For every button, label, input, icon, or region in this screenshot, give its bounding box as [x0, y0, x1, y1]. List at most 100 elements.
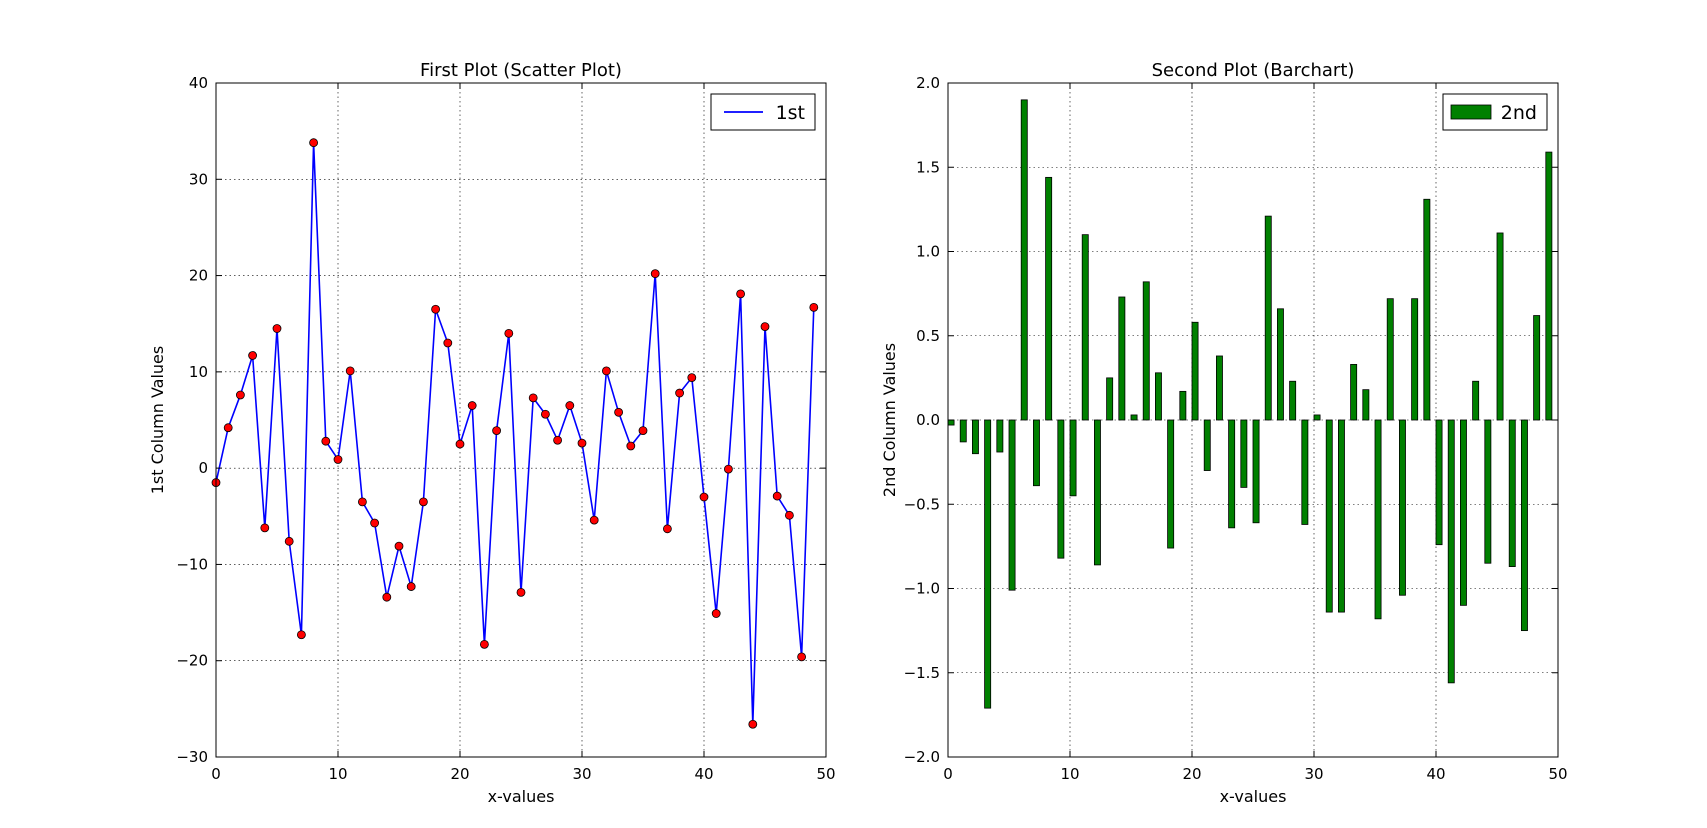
- scatter-plot-point-28: [553, 435, 562, 445]
- bar-chart-bar-5: [1008, 419, 1016, 591]
- bar-chart-bar-8: [1045, 176, 1053, 421]
- bar-chart-bar-1: [959, 419, 967, 443]
- bar-chart-bar-24: [1240, 419, 1248, 488]
- scatter-plot-legend-label: 1st: [776, 102, 805, 124]
- bar-chart-y-tick-label-3: −0.5: [904, 495, 940, 513]
- scatter-plot-point-22: [479, 639, 489, 649]
- bar-chart-bar-36: [1386, 298, 1394, 421]
- bar-chart-y-axis-label: 2nd Column Values: [880, 343, 899, 497]
- scatter-plot-point-16: [406, 582, 416, 591]
- scatter-plot-panel: 0 10 20 30 40 50 −30 −20 −10 0 10 20 30 40 First Plot…: [148, 60, 836, 806]
- scatter-plot-point-44: [748, 719, 758, 729]
- bar-chart-bar-29: [1301, 419, 1309, 525]
- scatter-plot-point-27: [541, 409, 550, 419]
- scatter-plot-point-2: [235, 390, 245, 400]
- bar-chart-y-tick-label-2: −1.0: [904, 580, 940, 598]
- scatter-plot-markers: [211, 138, 819, 729]
- bar-chart-bar-31: [1325, 419, 1333, 613]
- bar-chart-bar-17: [1155, 372, 1162, 421]
- bar-chart-bar-9: [1057, 419, 1065, 559]
- scatter-plot-y-tick-label-7: 40: [189, 74, 208, 92]
- bar-chart-title: Second Plot (Barchart): [1152, 60, 1355, 81]
- scatter-plot-point-9: [321, 436, 331, 446]
- bar-chart-bar-3: [984, 419, 992, 709]
- scatter-plot-point-45: [760, 322, 770, 332]
- bar-chart-bar-26: [1264, 215, 1272, 421]
- bar-chart-bar-32: [1338, 419, 1345, 613]
- scatter-plot-x-tick-label-2: 20: [450, 765, 469, 783]
- scatter-plot-point-26: [528, 393, 538, 403]
- scatter-plot-point-48: [797, 652, 806, 662]
- bar-chart-x-tick-label-0: 0: [943, 765, 953, 783]
- scatter-plot-point-37: [663, 524, 672, 534]
- bar-chart-bar-42: [1460, 419, 1467, 606]
- bar-chart-bar-6: [1020, 99, 1028, 421]
- scatter-plot-x-tick-label-5: 50: [816, 765, 835, 783]
- scatter-plot-y-axis-label: 1st Column Values: [148, 346, 167, 495]
- bar-chart-bar-49: [1545, 151, 1553, 421]
- scatter-plot-point-3: [248, 351, 258, 360]
- scatter-plot-point-15: [394, 541, 404, 551]
- bar-chart-bar-23: [1228, 419, 1236, 529]
- scatter-plot-x-tick-label-4: 40: [694, 765, 713, 783]
- bar-chart-bar-11: [1081, 234, 1089, 421]
- bar-chart-bar-21: [1203, 419, 1211, 471]
- scatter-plot-point-10: [333, 455, 343, 464]
- bar-chart-bar-34: [1362, 389, 1370, 421]
- bar-chart-bar-4: [996, 419, 1004, 453]
- bar-chart-y-tick-label-8: 2.0: [916, 74, 940, 92]
- bar-chart-bar-10: [1069, 419, 1077, 497]
- scatter-plot-point-46: [772, 491, 782, 501]
- bar-chart-bar-27: [1277, 308, 1284, 421]
- bar-chart-bar-16: [1142, 281, 1150, 421]
- bar-chart-bar-45: [1496, 232, 1504, 421]
- scatter-plot-point-36: [650, 269, 660, 279]
- bar-chart-bar-0: [947, 419, 955, 426]
- scatter-plot-point-33: [614, 407, 623, 417]
- bar-chart-bar-25: [1252, 419, 1260, 524]
- scatter-plot-y-tick-label-0: −30: [176, 748, 208, 766]
- bar-chart-bar-33: [1350, 363, 1358, 421]
- scatter-plot-frame: [215, 82, 827, 758]
- scatter-plot-x-tick-label-1: 10: [328, 765, 347, 783]
- scatter-plot-y-tick-label-2: −10: [176, 555, 208, 573]
- scatter-plot-series-line: [215, 141, 815, 726]
- bar-chart-bar-39: [1423, 198, 1431, 421]
- bar-chart-y-tick-label-1: −1.5: [904, 664, 940, 682]
- scatter-plot-point-18: [431, 304, 441, 314]
- scatter-plot-point-11: [345, 366, 355, 376]
- scatter-plot-point-5: [272, 324, 282, 333]
- scatter-plot-point-41: [711, 609, 721, 618]
- bar-chart-bar-20: [1191, 321, 1199, 421]
- scatter-plot-y-tick-label-3: 0: [198, 459, 208, 477]
- scatter-plot-point-47: [785, 510, 794, 520]
- bar-chart-bar-47: [1521, 419, 1528, 632]
- bar-chart-bar-7: [1033, 419, 1040, 487]
- scatter-plot-point-13: [370, 518, 380, 528]
- scatter-plot-y-tick-label-1: −20: [176, 652, 208, 670]
- scatter-plot-point-21: [467, 401, 477, 410]
- bar-chart-x-tick-label-3: 30: [1304, 765, 1323, 783]
- scatter-plot-point-30: [577, 438, 587, 448]
- bar-chart-panel: 0 10 20 30 40 50 −2.0 −1.5 −1.0 −0.5 0.0 0.5 1.0 1.5 2…: [880, 60, 1568, 806]
- scatter-plot-x-tick-label-3: 30: [572, 765, 591, 783]
- scatter-plot-legend: 1st: [710, 93, 816, 131]
- scatter-plot-point-14: [382, 592, 392, 602]
- scatter-plot-y-tick-label-4: 10: [189, 363, 208, 381]
- scatter-plot-point-1: [223, 423, 233, 433]
- bar-chart-bars: [947, 99, 1553, 709]
- bar-chart-legend: 2nd: [1442, 93, 1548, 131]
- bar-chart-legend-swatch: [1450, 104, 1492, 120]
- scatter-plot-point-34: [626, 441, 636, 451]
- bar-chart-x-tick-label-1: 10: [1060, 765, 1079, 783]
- scatter-plot-point-32: [602, 366, 611, 376]
- scatter-plot-x-axis-label: x-values: [488, 787, 555, 806]
- bar-chart-bar-38: [1411, 298, 1419, 421]
- scatter-plot-point-31: [589, 515, 599, 525]
- bar-chart-bar-48: [1533, 315, 1541, 421]
- bar-chart-bar-14: [1118, 296, 1126, 421]
- bar-chart-bar-15: [1130, 414, 1138, 421]
- bar-chart-bar-13: [1106, 377, 1114, 421]
- scatter-plot-point-24: [504, 328, 514, 338]
